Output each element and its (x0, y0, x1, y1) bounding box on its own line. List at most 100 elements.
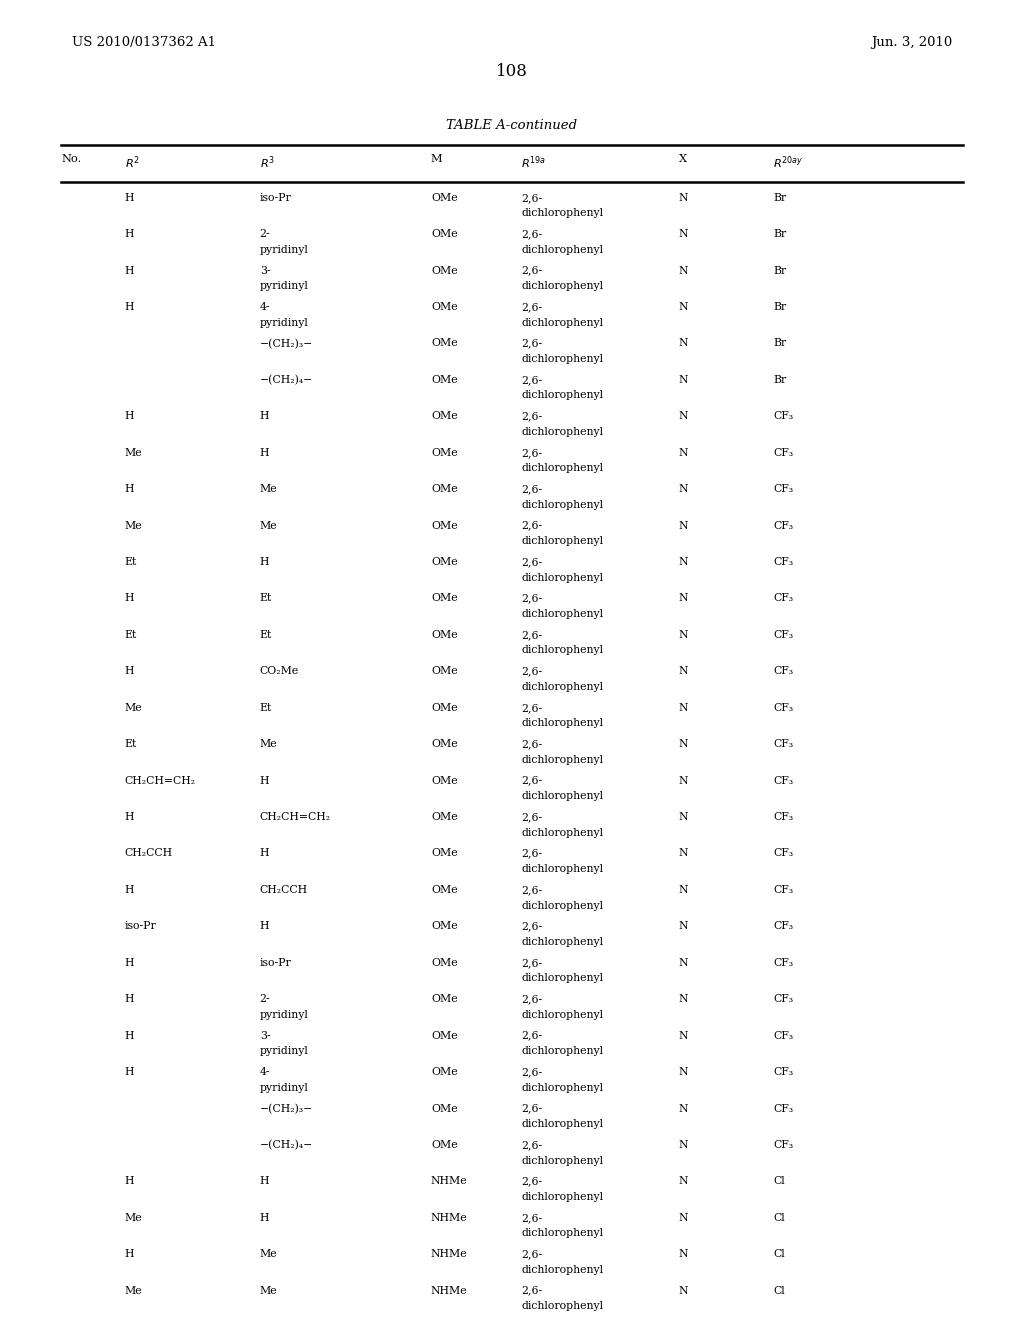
Text: H: H (125, 1176, 134, 1187)
Text: Me: Me (125, 1286, 142, 1296)
Text: H: H (260, 849, 269, 858)
Text: CF₃: CF₃ (773, 994, 794, 1005)
Text: Cl: Cl (773, 1213, 785, 1222)
Text: Me: Me (260, 1286, 278, 1296)
Text: H: H (260, 921, 269, 932)
Text: OMe: OMe (431, 230, 458, 239)
Text: OMe: OMe (431, 776, 458, 785)
Text: 2-: 2- (260, 994, 270, 1005)
Text: 2,6-: 2,6- (521, 1067, 542, 1077)
Text: 2,6-: 2,6- (521, 776, 542, 785)
Text: OMe: OMe (431, 265, 458, 276)
Text: OMe: OMe (431, 412, 458, 421)
Text: dichlorophenyl: dichlorophenyl (521, 1155, 603, 1166)
Text: iso-Pr: iso-Pr (260, 958, 292, 968)
Text: dichlorophenyl: dichlorophenyl (521, 500, 603, 510)
Text: N: N (679, 1031, 688, 1040)
Text: dichlorophenyl: dichlorophenyl (521, 755, 603, 764)
Text: CH₂CCH: CH₂CCH (125, 849, 173, 858)
Text: OMe: OMe (431, 630, 458, 640)
Text: CF₃: CF₃ (773, 812, 794, 822)
Text: 2,6-: 2,6- (521, 1176, 542, 1187)
Text: iso-Pr: iso-Pr (125, 921, 157, 932)
Text: N: N (679, 630, 688, 640)
Text: Br: Br (773, 230, 786, 239)
Text: TABLE A-continued: TABLE A-continued (446, 119, 578, 132)
Text: OMe: OMe (431, 994, 458, 1005)
Text: N: N (679, 1176, 688, 1187)
Text: Me: Me (125, 1213, 142, 1222)
Text: CF₃: CF₃ (773, 667, 794, 676)
Text: NHMe: NHMe (431, 1249, 468, 1259)
Text: dichlorophenyl: dichlorophenyl (521, 609, 603, 619)
Text: dichlorophenyl: dichlorophenyl (521, 1229, 603, 1238)
Text: N: N (679, 338, 688, 348)
Text: dichlorophenyl: dichlorophenyl (521, 536, 603, 546)
Text: OMe: OMe (431, 921, 458, 932)
Text: CF₃: CF₃ (773, 557, 794, 568)
Text: dichlorophenyl: dichlorophenyl (521, 718, 603, 729)
Text: Jun. 3, 2010: Jun. 3, 2010 (871, 36, 952, 49)
Text: OMe: OMe (431, 375, 458, 385)
Text: 2,6-: 2,6- (521, 1140, 542, 1150)
Text: dichlorophenyl: dichlorophenyl (521, 1265, 603, 1275)
Text: dichlorophenyl: dichlorophenyl (521, 1302, 603, 1311)
Text: pyridinyl: pyridinyl (260, 281, 308, 292)
Text: CO₂Me: CO₂Me (260, 667, 299, 676)
Text: OMe: OMe (431, 557, 458, 568)
Text: OMe: OMe (431, 1104, 458, 1114)
Text: 2,6-: 2,6- (521, 447, 542, 458)
Text: N: N (679, 520, 688, 531)
Text: H: H (125, 958, 134, 968)
Text: N: N (679, 667, 688, 676)
Text: Me: Me (260, 739, 278, 750)
Text: Et: Et (125, 630, 137, 640)
Text: dichlorophenyl: dichlorophenyl (521, 1119, 603, 1129)
Text: CF₃: CF₃ (773, 1031, 794, 1040)
Text: $R^{20ay}$: $R^{20ay}$ (773, 154, 804, 172)
Text: CH₂CCH: CH₂CCH (260, 884, 308, 895)
Text: dichlorophenyl: dichlorophenyl (521, 463, 603, 474)
Text: CH₂CH=CH₂: CH₂CH=CH₂ (125, 776, 196, 785)
Text: dichlorophenyl: dichlorophenyl (521, 354, 603, 364)
Text: H: H (125, 884, 134, 895)
Text: OMe: OMe (431, 193, 458, 203)
Text: H: H (260, 557, 269, 568)
Text: Cl: Cl (773, 1176, 785, 1187)
Text: CH₂CH=CH₂: CH₂CH=CH₂ (260, 812, 331, 822)
Text: pyridinyl: pyridinyl (260, 1047, 308, 1056)
Text: CF₃: CF₃ (773, 520, 794, 531)
Text: N: N (679, 557, 688, 568)
Text: CF₃: CF₃ (773, 958, 794, 968)
Text: dichlorophenyl: dichlorophenyl (521, 682, 603, 692)
Text: 2,6-: 2,6- (521, 884, 542, 895)
Text: 4-: 4- (260, 302, 270, 312)
Text: Br: Br (773, 375, 786, 385)
Text: H: H (125, 265, 134, 276)
Text: OMe: OMe (431, 958, 458, 968)
Text: OMe: OMe (431, 338, 458, 348)
Text: 2,6-: 2,6- (521, 1286, 542, 1296)
Text: 2,6-: 2,6- (521, 994, 542, 1005)
Text: 2,6-: 2,6- (521, 667, 542, 676)
Text: 2,6-: 2,6- (521, 302, 542, 312)
Text: NHMe: NHMe (431, 1286, 468, 1296)
Text: H: H (260, 1176, 269, 1187)
Text: N: N (679, 739, 688, 750)
Text: N: N (679, 1249, 688, 1259)
Text: Br: Br (773, 302, 786, 312)
Text: 2,6-: 2,6- (521, 702, 542, 713)
Text: 2,6-: 2,6- (521, 265, 542, 276)
Text: OMe: OMe (431, 520, 458, 531)
Text: dichlorophenyl: dichlorophenyl (521, 937, 603, 946)
Text: Me: Me (260, 1249, 278, 1259)
Text: Cl: Cl (773, 1249, 785, 1259)
Text: 2,6-: 2,6- (521, 520, 542, 531)
Text: N: N (679, 776, 688, 785)
Text: 2,6-: 2,6- (521, 1104, 542, 1114)
Text: 108: 108 (496, 63, 528, 81)
Text: US 2010/0137362 A1: US 2010/0137362 A1 (72, 36, 216, 49)
Text: Et: Et (260, 630, 272, 640)
Text: OMe: OMe (431, 1031, 458, 1040)
Text: N: N (679, 302, 688, 312)
